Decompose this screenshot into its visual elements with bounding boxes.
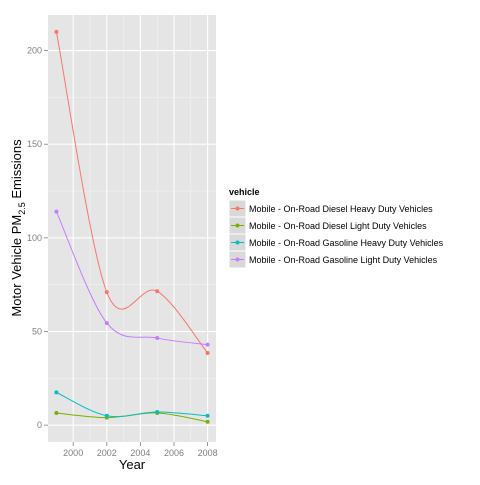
- y-axis-title-subscript: 2.5: [17, 202, 27, 215]
- legend-label-1: Mobile - On-Road Diesel Heavy Duty Vehic…: [249, 204, 433, 214]
- y-axis-title-prefix: Motor Vehicle PM: [9, 215, 24, 317]
- series-2-point: [205, 419, 210, 424]
- legend-key-point-3: [235, 240, 240, 245]
- y-tick-label: 150: [27, 139, 42, 149]
- series-1-point: [104, 290, 109, 295]
- series-3-point: [54, 390, 59, 395]
- series-3-point: [205, 413, 210, 418]
- legend: vehicle Mobile - On-Road Diesel Heavy Du…: [228, 187, 444, 269]
- series-lines: [55, 31, 208, 423]
- major-gridlines: [48, 15, 216, 442]
- series-4-point: [205, 342, 210, 347]
- y-axis-ticks: 0 50 100 150 200: [27, 46, 48, 430]
- legend-label-2: Mobile - On-Road Diesel Light Duty Vehic…: [249, 221, 427, 231]
- x-tick-label: 2008: [198, 448, 218, 458]
- minor-gridlines: [48, 15, 216, 442]
- x-tick-label: 2000: [63, 448, 83, 458]
- y-tick-label: 200: [27, 46, 42, 56]
- y-tick-label: 100: [27, 233, 42, 243]
- x-tick-label: 2002: [97, 448, 117, 458]
- series-3-point: [104, 413, 109, 418]
- series-4-point: [155, 336, 160, 341]
- series-line-4: [55, 211, 208, 346]
- series-points: [54, 29, 210, 424]
- y-tick-label: 50: [32, 327, 42, 337]
- x-tick-label: 2004: [130, 448, 150, 458]
- legend-title: vehicle: [229, 187, 260, 197]
- series-4-point: [54, 209, 59, 214]
- series-2-point: [54, 410, 59, 415]
- legend-items: Mobile - On-Road Diesel Heavy Duty Vehic…: [228, 199, 444, 269]
- legend-label-4: Mobile - On-Road Gasoline Light Duty Veh…: [249, 255, 438, 265]
- y-axis-title-suffix: Emissions: [9, 139, 24, 202]
- legend-key-point-2: [235, 223, 240, 228]
- series-4-point: [104, 321, 109, 326]
- legend-label-3: Mobile - On-Road Gasoline Heavy Duty Veh…: [249, 238, 444, 248]
- series-1-point: [155, 289, 160, 294]
- plot-panel: [48, 15, 216, 442]
- legend-key-point-4: [235, 257, 240, 262]
- series-1-point: [54, 29, 59, 34]
- series-1-point: [205, 351, 210, 356]
- y-axis-title: Motor Vehicle PM2.5 Emissions: [9, 139, 27, 317]
- x-tick-label: 2006: [164, 448, 184, 458]
- series-line-3: [56, 391, 208, 418]
- x-axis-ticks: 2000 2002 2004 2006 2008: [63, 442, 218, 458]
- x-axis-title: Year: [119, 457, 146, 472]
- series-3-point: [155, 410, 160, 415]
- series-line-1: [55, 31, 208, 354]
- y-tick-label: 0: [37, 420, 42, 430]
- legend-key-point-1: [235, 206, 240, 211]
